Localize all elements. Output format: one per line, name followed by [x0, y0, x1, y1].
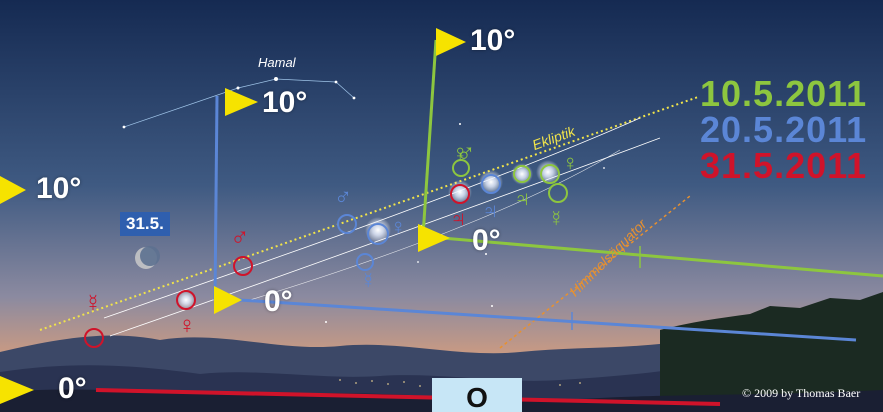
direction-box: O [432, 378, 522, 412]
green-vertical-line [421, 39, 438, 237]
orbit-path-1 [103, 117, 641, 319]
direction-label: O [466, 382, 488, 412]
degree-label-left-0: 0° [58, 372, 87, 405]
mercury-blue-icon: ☿ [360, 268, 377, 293]
mars-green-icon: ♂ [456, 138, 476, 168]
mars-red-icon: ♂ [230, 222, 250, 252]
degree-label-green-10: 10° [470, 24, 516, 57]
date-blue: 20.5.2011 [700, 109, 868, 150]
red-planet-markers [84, 184, 470, 348]
marker-blue-10 [225, 88, 258, 116]
degree-label-left-10: 10° [36, 172, 82, 205]
marker-blue-0 [214, 286, 242, 314]
blue-horizon-line [239, 298, 857, 342]
jupiter-red-icon: ♃ [450, 206, 467, 231]
blue-planet-markers [337, 174, 501, 271]
copyright-text: © 2009 by Thomas Baer [742, 386, 861, 400]
degree-label-blue-0: 0° [264, 285, 293, 318]
mercury-red-icon: ☿ [84, 290, 102, 317]
ecliptic-line [39, 96, 699, 331]
aries-constellation [122, 77, 356, 129]
jupiter-blue-icon: ♃ [482, 198, 499, 223]
town-lights [339, 379, 581, 387]
degree-label-blue-10: 10° [262, 86, 308, 119]
mars-blue-icon: ♂ [334, 184, 352, 211]
jupiter-green-icon: ♃ [514, 186, 531, 211]
marker-left-10 [0, 176, 26, 204]
date-legend: 10.5.2011 20.5.2011 31.5.2011 [700, 76, 867, 184]
venus-green-icon: ♀ [562, 150, 579, 175]
red-horizon-line [95, 388, 721, 406]
venus-blue-icon: ♀ [390, 214, 407, 239]
green-horizon-line [441, 236, 883, 278]
mercury-green-icon: ☿ [548, 206, 565, 231]
marker-left-0 [0, 376, 34, 404]
background-stars [325, 123, 605, 323]
date-red: 31.5.2011 [700, 145, 868, 186]
blue-vertical-line [213, 95, 219, 301]
degree-label-green-0: 0° [472, 224, 501, 257]
venus-red-icon: ♀ [178, 312, 196, 339]
crescent-moon-icon [135, 246, 160, 269]
marker-green-10 [436, 28, 466, 56]
orbit-path-3 [249, 149, 621, 301]
hamal-label: Hamal [258, 55, 296, 70]
marker-green-0 [418, 224, 450, 252]
green-planet-markers [452, 159, 568, 203]
date-green: 10.5.2011 [700, 73, 868, 114]
forest-silhouette [660, 292, 883, 412]
venus-green-icon-top: ♀ [452, 140, 469, 165]
moon-date-badge: 31.5. [120, 212, 170, 236]
celestial-equator-line [499, 195, 691, 349]
